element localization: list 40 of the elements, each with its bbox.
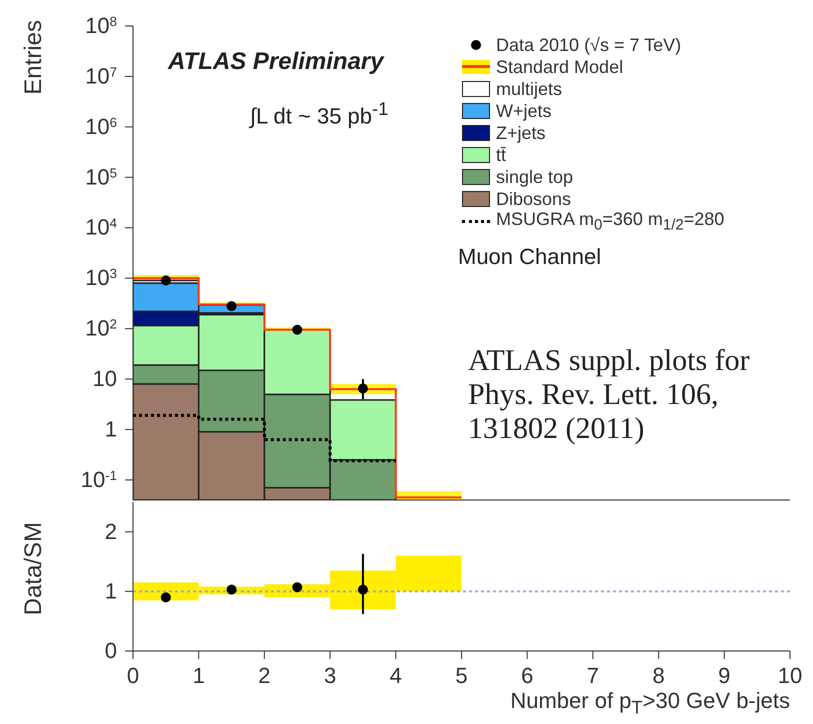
legend-label: multijets [496, 78, 562, 100]
x-tick-label: 7 [586, 663, 600, 688]
y-tick-label: 1 [104, 416, 117, 442]
legend-label: single top [496, 166, 574, 188]
x-tick-label: 9 [718, 663, 730, 688]
y-axis-title: Entries [20, 20, 48, 97]
legend-label: Data 2010 (√s = 7 TeV) [496, 34, 682, 56]
legend-label: W+jets [496, 100, 552, 122]
legend-label: MSUGRA m$_{0}$=360 m$_{1/2}$=280 [496, 208, 724, 234]
x-tick-label: 2 [258, 663, 271, 688]
y-tick-label: 0 [104, 638, 117, 663]
annotation: Muon Channel [458, 244, 602, 270]
x-tick-label: 5 [455, 663, 468, 688]
y-tick-label: 10$^{6}$ [85, 114, 117, 139]
legend-label: Standard Model [496, 56, 624, 78]
annotation: ATLAS suppl. plots for Phys. Rev. Lett. 106, 131802 (2011) [468, 344, 751, 446]
x-tick-label: 10 [778, 663, 802, 688]
y-tick-label: 10$^{-1}$ [80, 466, 117, 492]
x-axis-title: Number of p$_{T}$>30 GeV b-jets [510, 688, 790, 718]
y-tick-label: 10 [92, 366, 117, 392]
y-tick-label: 2 [104, 518, 117, 544]
annotation: ∫L dt ~ 35 pb$^{-1}$ [250, 98, 390, 130]
y-tick-label: 10$^{8}$ [85, 13, 117, 38]
y-tick-label: 10$^{7}$ [85, 63, 117, 88]
x-tick-label: 0 [126, 663, 140, 688]
y-tick-label: 1 [104, 578, 117, 604]
y-axis-title: Data/SM [20, 522, 48, 618]
x-tick-label: 8 [652, 663, 665, 688]
y-tick-label: 10$^{2}$ [85, 316, 117, 341]
x-tick-label: 4 [390, 663, 402, 688]
x-tick-label: 3 [324, 663, 336, 688]
legend-label: Z+jets [496, 122, 546, 144]
x-tick-label: 1 [192, 663, 205, 688]
legend-label: Dibosons [496, 188, 572, 210]
y-tick-label: 10$^{3}$ [85, 265, 117, 290]
y-tick-label: 10$^{5}$ [85, 164, 117, 190]
legend-label: tt̄ [496, 144, 506, 166]
y-tick-label: 10$^{4}$ [85, 214, 117, 240]
x-tick-label: 6 [521, 663, 534, 688]
annotation: ATLAS Preliminary [168, 48, 386, 76]
